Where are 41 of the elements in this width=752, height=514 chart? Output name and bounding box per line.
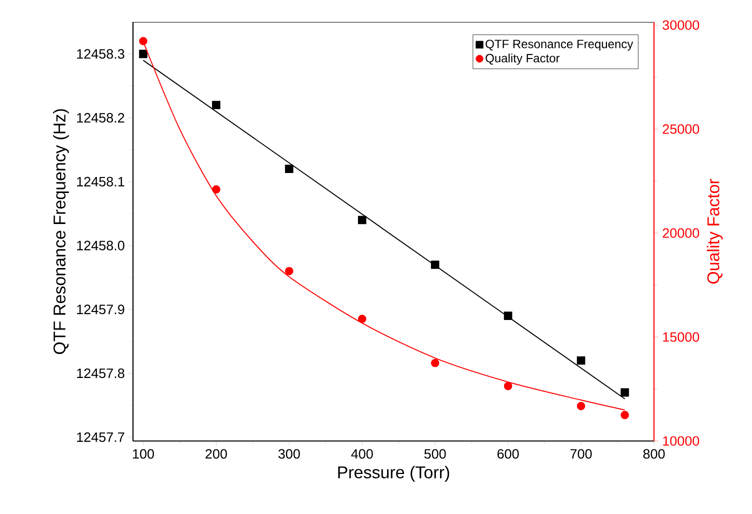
y-tick-label: 12458.3 xyxy=(77,49,124,59)
point xyxy=(212,185,220,194)
point xyxy=(285,164,294,174)
point xyxy=(504,382,512,390)
x-tick-label: 400 xyxy=(351,449,373,459)
y2-tick-label: 30000 xyxy=(662,20,700,30)
y2-tick-label: 15000 xyxy=(663,332,700,342)
x-tick-label: 800 xyxy=(643,449,665,459)
x-tick-label: 200 xyxy=(206,449,227,459)
x-tick-label: 300 xyxy=(278,449,300,459)
y2-axis-title: Quality Factor xyxy=(706,178,723,284)
y-tick-label: 12457.8 xyxy=(77,368,124,378)
point xyxy=(285,266,294,276)
point xyxy=(139,50,148,58)
y2-tick-label: 25000 xyxy=(662,124,700,134)
legend-label: Quality Factor xyxy=(486,54,560,65)
y2-tick-label: 20000 xyxy=(662,228,700,238)
y2-tick-label: 10000 xyxy=(663,436,700,446)
point xyxy=(620,388,629,397)
y-axis-title: QTF Resonance Frequency (Hz) xyxy=(53,109,69,354)
y-tick-label: 12458.1 xyxy=(77,176,124,186)
y-tick-label: 12457.7 xyxy=(77,432,124,442)
point xyxy=(358,216,366,224)
legend-label: QTF Resonance Frequency xyxy=(486,40,634,51)
y-tick-label: 12457.9 xyxy=(77,304,124,314)
point xyxy=(576,356,586,365)
y-tick-label: 12458.2 xyxy=(77,113,124,123)
y-tick-label: 12458.0 xyxy=(77,240,124,250)
point xyxy=(576,402,586,410)
x-tick-label: 700 xyxy=(570,449,592,459)
x-tick-label: 500 xyxy=(424,449,446,459)
point xyxy=(430,358,440,368)
point xyxy=(139,36,148,46)
x-tick-label: 100 xyxy=(132,449,154,459)
point xyxy=(430,260,440,269)
point xyxy=(212,100,220,110)
point xyxy=(620,410,629,420)
point xyxy=(358,314,366,324)
x-tick-label: 600 xyxy=(497,449,519,459)
point xyxy=(504,312,512,320)
x-axis-title: Pressure (Torr) xyxy=(338,466,450,482)
